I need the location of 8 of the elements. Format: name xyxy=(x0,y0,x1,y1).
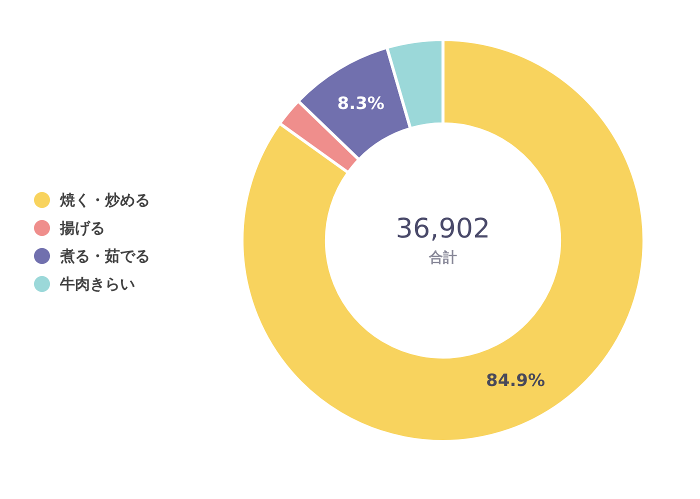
data-label: 84.9% xyxy=(486,371,546,392)
data-label: 8.3% xyxy=(337,94,384,114)
legend-label: 焼く・炒める xyxy=(60,190,150,210)
text: 合計 xyxy=(428,250,457,266)
legend-label: 牛肉きらい xyxy=(60,274,135,294)
legend-label: 煮る・茹でる xyxy=(60,246,150,266)
text: 36,902 xyxy=(396,214,490,245)
legend-label: 揚げる xyxy=(60,218,105,238)
